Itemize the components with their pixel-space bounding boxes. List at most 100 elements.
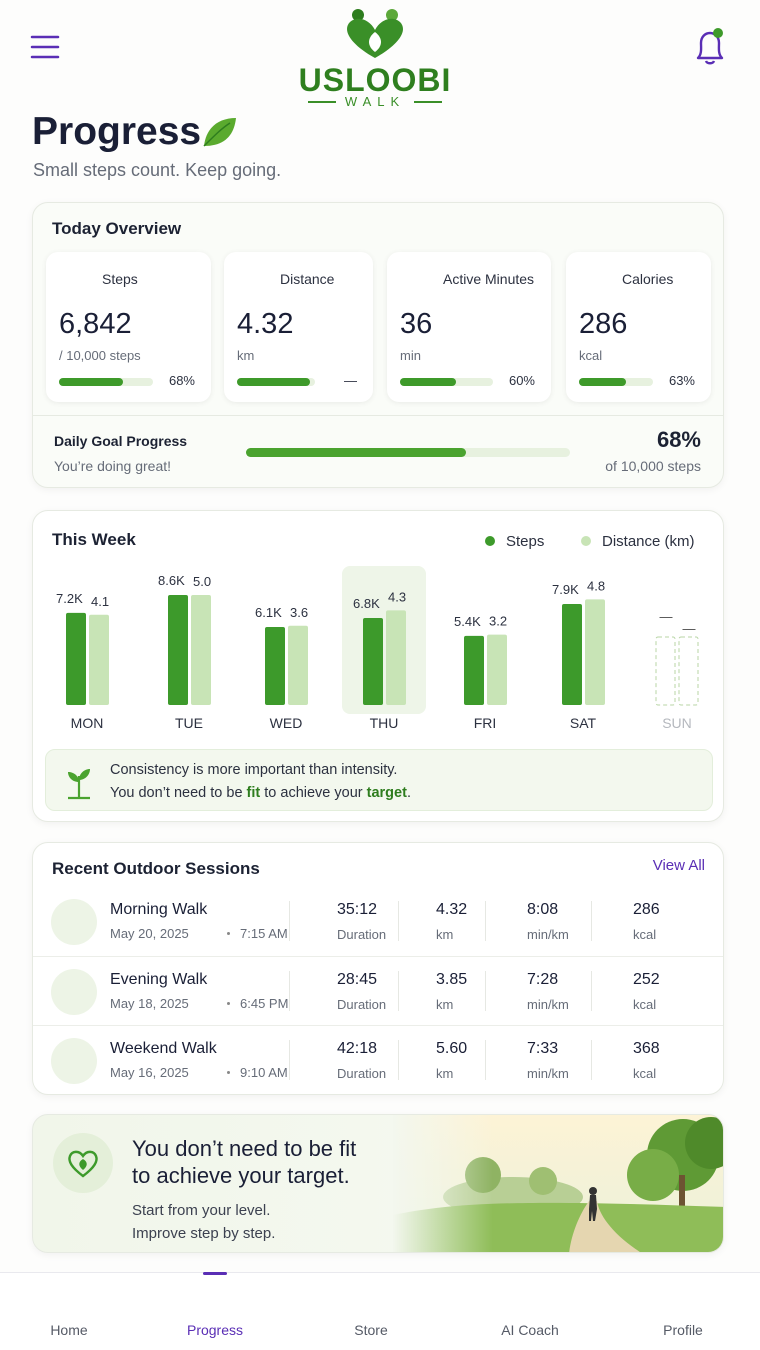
nav-item[interactable]: Store — [321, 1273, 421, 1350]
stat-card: Distance 4.32 km — — [224, 252, 373, 402]
stat-label: Active Minutes — [443, 271, 535, 287]
stat-label: Distance — [280, 271, 335, 287]
logo-rule — [414, 101, 442, 103]
metric-label: min/km — [527, 1066, 569, 1081]
banner-text: You don’t need to be fit to achieve your … — [132, 1135, 356, 1245]
day-label: FRI — [474, 715, 497, 731]
metric-value: 5.60 — [436, 1040, 468, 1057]
nav-item[interactable]: AI Coach — [480, 1273, 580, 1350]
bar-value-label: 5.0 — [193, 574, 211, 589]
metric-value: 35:12 — [337, 901, 378, 918]
tip-text: target — [366, 785, 407, 801]
metric-label: kcal — [633, 927, 657, 942]
stat-progress-track — [400, 378, 493, 386]
tip-line: You don’t need to be fit to achieve your… — [110, 785, 411, 801]
stat-unit: min — [400, 348, 421, 363]
legend-label: Steps — [506, 533, 544, 550]
metric-label: km — [436, 997, 454, 1012]
metric-value: 4.32 — [436, 901, 468, 918]
tip-line: Consistency is more important than inten… — [110, 762, 398, 778]
nav-item[interactable]: Profile — [633, 1273, 733, 1350]
bar — [363, 618, 383, 705]
sprout-icon — [68, 769, 90, 800]
stat-label: Steps — [102, 271, 138, 287]
day-label: SAT — [570, 715, 597, 731]
session-time: 9:10 AM — [240, 1065, 288, 1080]
bar — [66, 612, 86, 705]
metric-value: 7:33 — [527, 1040, 559, 1057]
divider — [289, 1040, 290, 1080]
bar-value-label: 6.8K — [353, 596, 380, 611]
day-label: TUE — [175, 715, 203, 731]
metric-value: 7:28 — [527, 971, 559, 988]
session-icon-bg — [51, 1038, 97, 1084]
metric-label: Duration — [337, 1066, 387, 1081]
session-row[interactable]: Morning Walk May 20, 2025 7:15 AM 35:12 Dura… — [33, 887, 723, 955]
stat-label: Calories — [622, 271, 674, 287]
session-time: 6:45 PM — [240, 996, 289, 1011]
bar-value-label: 3.2 — [489, 614, 507, 629]
session-icon-bg — [51, 899, 97, 945]
session-row[interactable]: Evening Walk May 18, 2025 6:45 PM 28:45 Dura… — [33, 956, 723, 1024]
page-title: Progress — [32, 110, 202, 153]
stat-progress-label: 60% — [508, 373, 535, 388]
stat-progress-label: 63% — [668, 373, 695, 388]
stat-value: 36 — [400, 308, 433, 340]
tip-box: Consistency is more important than inten… — [45, 749, 713, 811]
session-time: 7:15 AM — [240, 926, 288, 941]
nav-active-indicator — [203, 1272, 227, 1275]
goal-note: You’re doing great! — [54, 458, 172, 474]
stat-card: Calories 286 kcal 63% — [566, 252, 711, 402]
stat-progress-fill — [579, 378, 626, 386]
nav-label: Progress — [186, 1322, 244, 1338]
divider — [485, 971, 486, 1011]
divider — [591, 971, 592, 1011]
logo-subtext: WALK — [344, 94, 406, 109]
nav-label: Profile — [663, 1322, 703, 1338]
view-all-link[interactable]: View All — [652, 857, 705, 874]
bar-value-label: 3.6 — [290, 605, 308, 620]
session-date: May 16, 2025 — [110, 1065, 189, 1080]
session-row[interactable]: Weekend Walk May 16, 2025 9:10 AM 42:18 Dura… — [33, 1025, 723, 1093]
metric-label: kcal — [633, 997, 657, 1012]
menu-button[interactable] — [30, 34, 60, 60]
session-date: May 18, 2025 — [110, 996, 189, 1011]
stat-progress-label: 68% — [168, 373, 195, 388]
metric-value: 252 — [633, 971, 660, 988]
stat-card: Steps 6,842 / 10,000 steps 68% — [46, 252, 211, 402]
bar-value-label: 4.3 — [388, 589, 406, 604]
tip-text: . — [406, 785, 411, 801]
nav-item[interactable]: Home — [19, 1273, 119, 1350]
session-name: Morning Walk — [110, 901, 208, 918]
empty-bar — [678, 636, 699, 706]
bar — [89, 614, 109, 705]
day-label: THU — [370, 715, 399, 731]
day-label: SUN — [662, 715, 692, 731]
stat-value: 286 — [579, 308, 628, 340]
day-label: MON — [71, 715, 104, 731]
banner-title: to achieve your target. — [132, 1163, 350, 1188]
bar-value-label: 4.1 — [91, 594, 109, 609]
stat-progress-label: — — [344, 373, 357, 388]
divider — [485, 901, 486, 941]
nav-item[interactable]: Progress — [165, 1272, 265, 1350]
stat-value: 4.32 — [237, 308, 294, 340]
page-subtitle: Small steps count. Keep going. — [33, 160, 282, 180]
leaf-icon — [203, 118, 236, 147]
tip-text: fit — [246, 785, 261, 801]
bar-value-label: 7.2K — [56, 591, 83, 606]
bar-value-label: — — [660, 609, 673, 624]
separator-dot — [227, 1002, 230, 1005]
empty-bar — [655, 636, 676, 706]
banner-illustration — [393, 1115, 723, 1252]
stat-card: Active Minutes 36 min 60% — [387, 252, 551, 402]
bar-value-label: 5.4K — [454, 614, 481, 629]
tip-text: You don’t need to be — [110, 785, 247, 801]
bar — [288, 625, 308, 705]
bar-value-label: 4.8 — [587, 578, 605, 593]
notification-button[interactable] — [690, 26, 730, 66]
banner-line: Start from your level. — [132, 1202, 271, 1219]
bar — [168, 595, 188, 705]
metric-label: min/km — [527, 997, 569, 1012]
